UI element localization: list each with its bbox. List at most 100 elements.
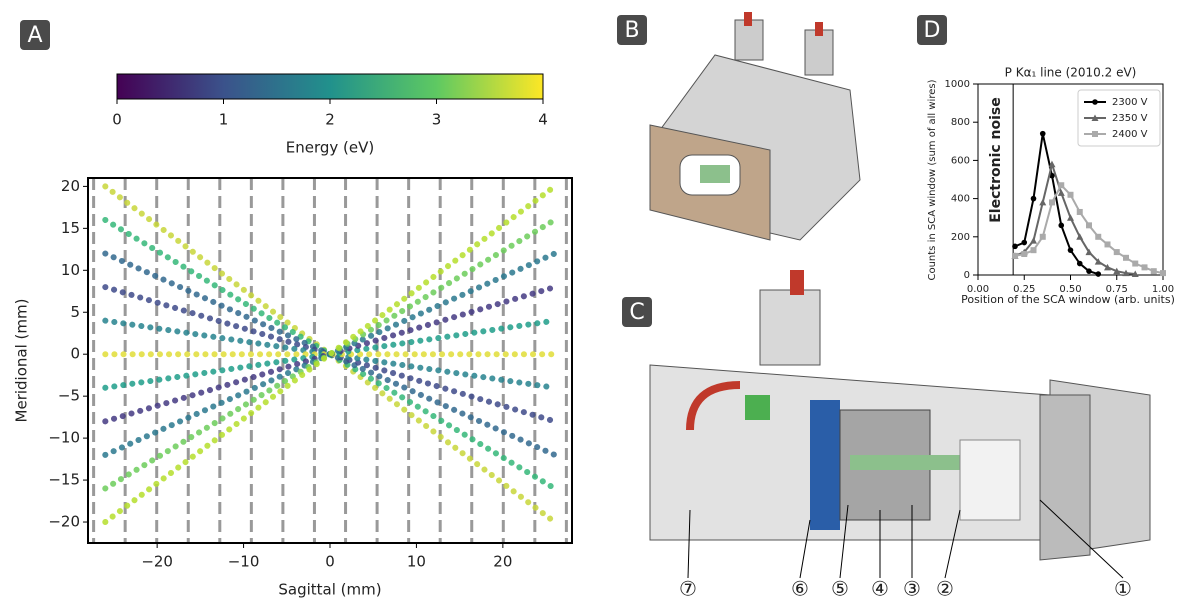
panel-label-box (617, 15, 647, 45)
x-tick-label: −20 (141, 553, 173, 571)
x-tick-label: 10 (407, 553, 426, 571)
ray (102, 183, 558, 526)
callout-leader (839, 504, 849, 579)
marker (1076, 233, 1084, 240)
detector-render-c (649, 270, 1151, 561)
y-tick-label: 200 (951, 232, 970, 243)
legend (1077, 89, 1161, 147)
marker (1113, 267, 1121, 275)
panel-label-box (20, 20, 50, 50)
marker (1095, 271, 1102, 277)
marker (1039, 233, 1046, 240)
x-tick-label: 0.00 (967, 284, 989, 295)
callout: ③ (903, 577, 921, 601)
marker (1049, 199, 1055, 206)
marker (1049, 172, 1055, 179)
callout: ⑦ (679, 577, 697, 601)
y-tick-label: 20 (61, 177, 80, 195)
x-tick-label: 1.00 (1152, 284, 1174, 295)
y-tick-label: −10 (48, 429, 80, 447)
series-line (1014, 133, 1099, 276)
legend-label: 2350 V (1112, 113, 1148, 124)
y-tick-label: 1000 (945, 79, 970, 90)
colorbar-tick-label: 4 (538, 111, 548, 129)
chart-title: P Kα₁ line (2010.2 eV) (1005, 66, 1137, 80)
y-tick-label: −5 (58, 387, 80, 405)
marker (1048, 160, 1056, 168)
plot-frame (977, 83, 1164, 276)
callout: ① (1114, 577, 1132, 601)
marker (1094, 258, 1102, 265)
colorbar-tick-label: 2 (325, 111, 335, 129)
marker (1132, 260, 1139, 267)
marker (1095, 233, 1102, 240)
panel-label: B (624, 18, 639, 43)
y-tick-label: 0 (964, 270, 970, 281)
marker (1131, 270, 1139, 278)
marker (1030, 195, 1037, 202)
y-tick-label: −15 (48, 471, 80, 489)
marker (1086, 268, 1092, 274)
marker (1076, 260, 1083, 267)
marker (1012, 252, 1018, 259)
marker (1113, 249, 1120, 256)
panel-label: D (924, 18, 941, 43)
y-tick-label: 600 (951, 155, 970, 166)
colorbar (116, 73, 544, 100)
callout: ④ (871, 577, 889, 601)
legend-label: 2400 V (1112, 129, 1148, 140)
y-axis-label: Meridional (mm) (13, 299, 31, 423)
marker (1067, 191, 1074, 198)
detector-render-b (649, 12, 861, 241)
marker (1092, 99, 1098, 105)
marker (1057, 189, 1065, 196)
x-tick-label: 0.75 (1106, 284, 1128, 295)
callout-leader (944, 509, 961, 579)
legend-label: 2300 V (1112, 97, 1148, 108)
x-tick-label: 0.50 (1059, 284, 1081, 295)
marker (1039, 130, 1046, 137)
y-tick-label: −20 (48, 513, 80, 531)
callout: ⑥ (791, 577, 809, 601)
x-axis-label: Sagittal (mm) (278, 581, 381, 599)
y-tick-label: 800 (951, 117, 970, 128)
panel-label: C (629, 300, 644, 325)
marker (1091, 114, 1099, 121)
x-tick-label: −10 (228, 553, 260, 571)
y-tick-label: 0 (70, 345, 80, 363)
marker (1021, 239, 1028, 246)
y-tick-label: 400 (951, 194, 970, 205)
panel-label-box (622, 297, 652, 327)
marker (1067, 214, 1074, 221)
marker (1030, 237, 1037, 244)
x-tick-label: 0.25 (1013, 284, 1035, 295)
marker (1058, 222, 1065, 229)
x-axis-label: Position of the SCA window (arb. units) (961, 293, 1175, 306)
marker (1067, 247, 1074, 253)
marker (1160, 270, 1166, 277)
colorbar-tick-label: 0 (112, 111, 122, 129)
marker (1021, 250, 1028, 257)
x-tick-label: 20 (493, 553, 512, 571)
marker (1030, 247, 1037, 254)
marker (1039, 198, 1047, 206)
colorbar-tick-label: 3 (432, 111, 442, 129)
y-tick-label: 15 (61, 219, 80, 237)
marker (1141, 264, 1148, 271)
marker (1092, 131, 1098, 137)
marker (1086, 222, 1092, 229)
plot-frame (87, 177, 573, 544)
panel-label-box (917, 15, 947, 45)
y-axis-label: Counts in SCA window (sum of all wires) (927, 79, 938, 280)
callout-leader (799, 519, 811, 579)
marker (1104, 241, 1111, 248)
callout-leader (1039, 499, 1124, 579)
marker (1104, 263, 1111, 271)
y-tick-label: 5 (70, 303, 80, 321)
marker (1123, 254, 1129, 261)
x-tick-label: 0 (325, 553, 335, 571)
marker (1150, 268, 1157, 275)
colorbar-tick-label: 1 (219, 111, 229, 129)
plot-area (92, 178, 568, 543)
